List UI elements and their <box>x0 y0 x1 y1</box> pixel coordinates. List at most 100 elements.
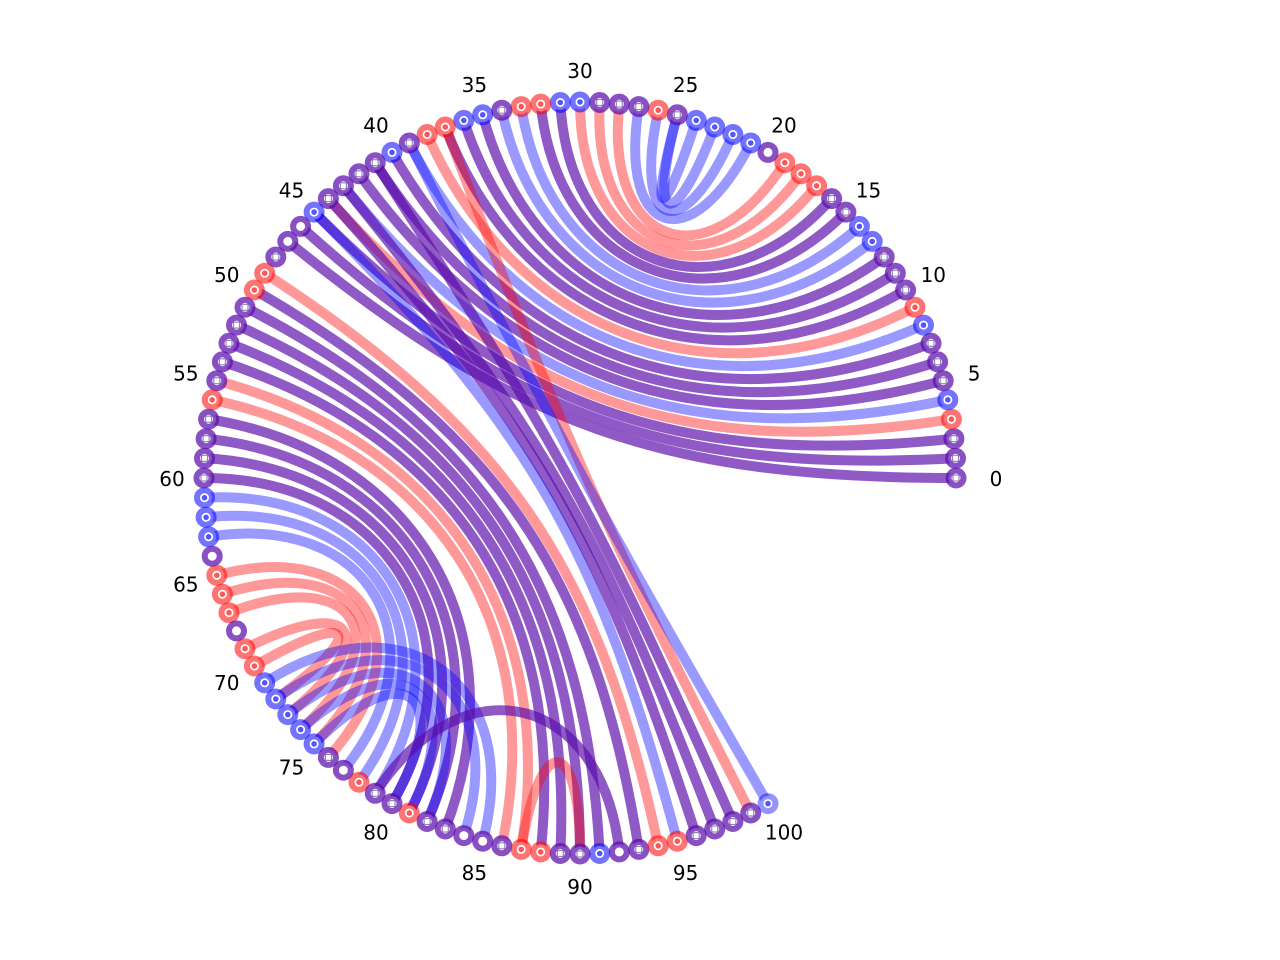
node-9 <box>904 296 926 318</box>
node-marker-27 <box>635 102 643 111</box>
node-ring-48 <box>265 246 287 268</box>
node-45 <box>303 201 325 223</box>
node-74 <box>290 719 312 741</box>
node-ring-7 <box>920 332 942 354</box>
edge-72-84 <box>270 655 481 841</box>
node-marker-0 <box>952 474 960 482</box>
node-52 <box>226 314 247 336</box>
labels-layer: 0 5 10 15 20 25 30 35 40 45 50 55 60 65 70 75 80 85 90 95 10… <box>159 59 1002 899</box>
node-ring-89 <box>549 843 571 864</box>
node-94 <box>647 835 669 857</box>
node-51 <box>234 296 256 318</box>
edge-52-90 <box>231 320 585 859</box>
node-marker-61 <box>201 494 208 501</box>
node-ring-5 <box>932 370 954 392</box>
edge-74-81 <box>295 679 438 818</box>
node-label-95: 95 <box>673 861 698 885</box>
node-marker-36 <box>461 117 467 124</box>
node-marker-45 <box>311 209 317 215</box>
node-label-50: 50 <box>214 263 239 287</box>
node-marker-14 <box>856 223 863 230</box>
node-91 <box>589 843 611 864</box>
node-18 <box>790 163 812 185</box>
node-68 <box>226 620 247 642</box>
node-label-70: 70 <box>214 671 239 695</box>
node-marker-11 <box>891 269 899 277</box>
node-ring-51 <box>234 296 256 318</box>
node-marker-59 <box>200 454 209 462</box>
node-40 <box>381 141 403 163</box>
node-92 <box>608 841 630 863</box>
node-3 <box>940 408 962 430</box>
node-marker-16 <box>827 195 836 203</box>
edge-16-31 <box>555 97 837 272</box>
node-78 <box>348 771 370 793</box>
edge-53-89 <box>224 338 567 859</box>
edge-3-44 <box>323 193 957 437</box>
node-label-55: 55 <box>173 361 198 385</box>
node-marker-62 <box>203 514 209 521</box>
node-marker-47 <box>285 238 291 245</box>
node-76 <box>317 746 339 768</box>
node-marker-31 <box>557 99 564 106</box>
edge-17-30 <box>575 97 822 261</box>
node-0 <box>945 467 967 489</box>
node-10 <box>895 279 917 301</box>
node-33 <box>510 96 532 118</box>
node-marker-74 <box>297 726 304 733</box>
node-marker-5 <box>939 377 947 385</box>
node-ring-44 <box>317 188 339 210</box>
edge-65-76 <box>211 562 383 763</box>
node-marker-72 <box>273 696 279 702</box>
edge-15-32 <box>535 99 851 284</box>
node-61 <box>194 487 215 509</box>
edge-23-25 <box>659 109 720 209</box>
node-marker-13 <box>869 238 875 245</box>
node-16 <box>821 188 843 210</box>
node-21 <box>740 132 762 154</box>
node-marker-2 <box>950 435 958 443</box>
node-marker-49 <box>261 270 268 277</box>
node-28 <box>608 93 630 115</box>
node-marker-71 <box>261 680 268 686</box>
node-ring-55 <box>206 370 228 392</box>
node-marker-100 <box>765 800 771 807</box>
node-marker-64 <box>209 553 215 559</box>
node-marker-35 <box>479 112 486 118</box>
node-30 <box>569 91 591 113</box>
edge-2-45 <box>309 207 959 451</box>
node-ring-16 <box>821 188 843 210</box>
node-marker-23 <box>711 124 718 130</box>
node-50 <box>243 279 265 301</box>
node-marker-75 <box>311 741 317 747</box>
node-label-5: 5 <box>968 361 981 385</box>
edge-51-91 <box>240 302 605 859</box>
node-27 <box>628 96 650 118</box>
node-marker-79 <box>371 789 379 797</box>
node-label-40: 40 <box>363 114 388 138</box>
node-ring-29 <box>589 92 611 113</box>
node-65 <box>206 564 228 586</box>
edge-6-41 <box>370 157 943 398</box>
edge-21-27 <box>630 101 756 224</box>
node-ring-15 <box>835 201 857 223</box>
node-56 <box>201 389 223 411</box>
node-marker-17 <box>813 183 820 189</box>
node-marker-95 <box>674 838 681 844</box>
node-41 <box>364 152 386 174</box>
node-ring-57 <box>198 408 220 430</box>
edge-43-97 <box>338 180 720 834</box>
node-81 <box>398 802 420 824</box>
node-marker-91 <box>596 850 603 857</box>
edge-4-43 <box>338 180 953 424</box>
node-ring-1 <box>945 447 966 469</box>
edge-67-74 <box>224 592 361 735</box>
node-35 <box>472 104 494 126</box>
node-63 <box>198 526 220 548</box>
node-marker-38 <box>424 131 430 138</box>
edge-1-46 <box>295 221 961 466</box>
node-marker-26 <box>655 107 661 113</box>
node-marker-28 <box>615 100 623 108</box>
node-marker-90 <box>576 850 584 858</box>
node-79 <box>364 782 386 804</box>
